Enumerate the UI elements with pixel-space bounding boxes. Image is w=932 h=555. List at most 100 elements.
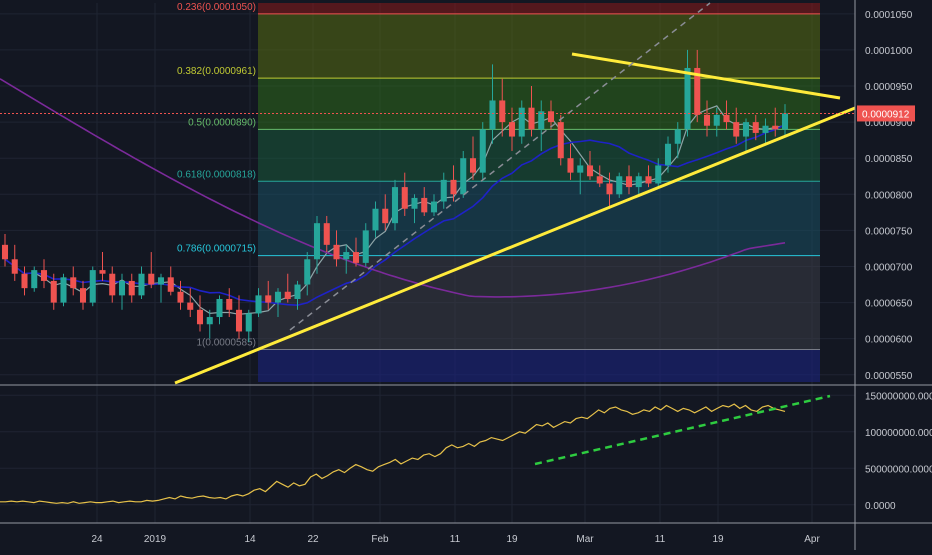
candle-body [547,111,555,123]
candle-body [362,230,369,263]
candle-body [60,277,67,303]
candle-body [21,273,28,289]
candle-body [11,259,18,274]
candle-body [567,158,574,173]
ascending-trendline [174,106,856,385]
candle-body [655,165,662,184]
fib-level-label: 0.236(0.0001050) [177,2,256,13]
obv-trendline [534,394,831,466]
fib-zone [258,255,820,350]
candle-body [89,270,96,303]
candle-body [206,317,213,325]
obv-line [0,403,786,504]
candle-body [31,270,38,289]
candle-body [518,107,525,137]
fib-level-label: 0.5(0.0000890) [188,117,256,128]
obv-panel: 150000000.0000 100000000.0000 50000000.000… [0,391,932,512]
ma-mid-line [4,123,786,307]
descending-trendline [571,52,841,100]
y-tick-label: 0.0000650 [865,299,913,310]
candle-body [577,165,584,173]
candle-body [138,273,145,296]
candle-body [479,129,486,173]
trendlines [0,2,856,385]
candle-body [382,208,389,224]
candle-body [226,298,233,310]
obv-y-tick-label: 0.0000 [865,501,896,512]
y-tick-label: 0.0000600 [865,335,913,346]
x-tick-label: 24 [91,534,103,545]
candle-body [274,291,282,303]
x-tick-label: 11 [450,534,461,545]
candle-body [70,277,77,289]
candle-body [372,208,379,231]
x-tick-label: 11 [655,534,666,545]
candle-body [148,273,155,285]
fib-level-label: 0.382(0.0000961) [177,66,256,77]
candle-body [635,176,642,188]
candle-body [742,122,750,137]
candle-body [167,277,174,292]
candle-body [528,107,535,130]
candle-body [664,143,672,166]
fib-level-label: 1(0.0000585) [197,338,257,349]
y-tick-label: 0.0000550 [865,371,913,382]
candle-body [99,270,106,274]
candle-body [50,280,57,303]
candle-body [684,67,691,130]
candle-body [1,244,9,260]
candle-body [157,277,165,285]
candle-body [128,280,135,296]
candle-body [762,125,769,133]
x-tick-label: 19 [506,534,518,545]
y-tick-label: 0.0000900 [865,118,913,129]
candle-body [255,295,262,314]
candle-body [352,252,360,263]
projection-dashed-line [289,2,711,331]
candle-body [645,176,652,184]
fib-zone [258,349,820,382]
candle-body [313,223,321,260]
candle-body [557,122,564,159]
x-tick-label: 22 [307,534,319,545]
candle-body [772,125,779,130]
fib-retracement: 0.236(0.0001050) 0.382(0.0000961) 0.5(0.00… [177,2,820,382]
candle-body [469,158,477,173]
candle-body [596,176,603,184]
fib-zone [258,181,820,256]
y-tick-label: 0.0000850 [865,154,913,165]
candle-body [625,176,633,188]
candle-body [343,252,350,260]
candle-body [440,179,447,202]
candle-body [713,114,720,126]
x-tick-label: Apr [804,534,820,545]
candle-body [752,122,759,133]
candle-body [333,244,340,260]
candle-body [79,288,87,303]
fib-zone [258,13,820,79]
candle-body [733,122,740,137]
candle-body [401,187,408,209]
obv-y-tick-label: 50000000.0000 [865,464,932,475]
obv-y-tick-label: 100000000.0000 [865,428,932,439]
last-price-label: 0.0000912 [862,109,910,120]
obv-y-tick-label: 150000000.0000 [865,391,932,402]
candle-body [216,298,223,318]
candle-body [489,100,496,130]
x-tick-label: Mar [576,534,594,545]
candle-body [499,100,506,123]
candle-body [245,313,252,332]
candle-body [196,309,204,325]
fib-level-label: 0.618(0.0000818) [177,169,256,180]
ma-slow-line [0,78,786,298]
candle-body [694,67,701,115]
candle-body [586,165,594,177]
candles [1,49,789,343]
x-tick-label: 2019 [144,534,167,545]
candle-body [40,270,48,281]
y-tick-label: 0.0000700 [865,262,913,273]
candle-body [391,187,399,224]
